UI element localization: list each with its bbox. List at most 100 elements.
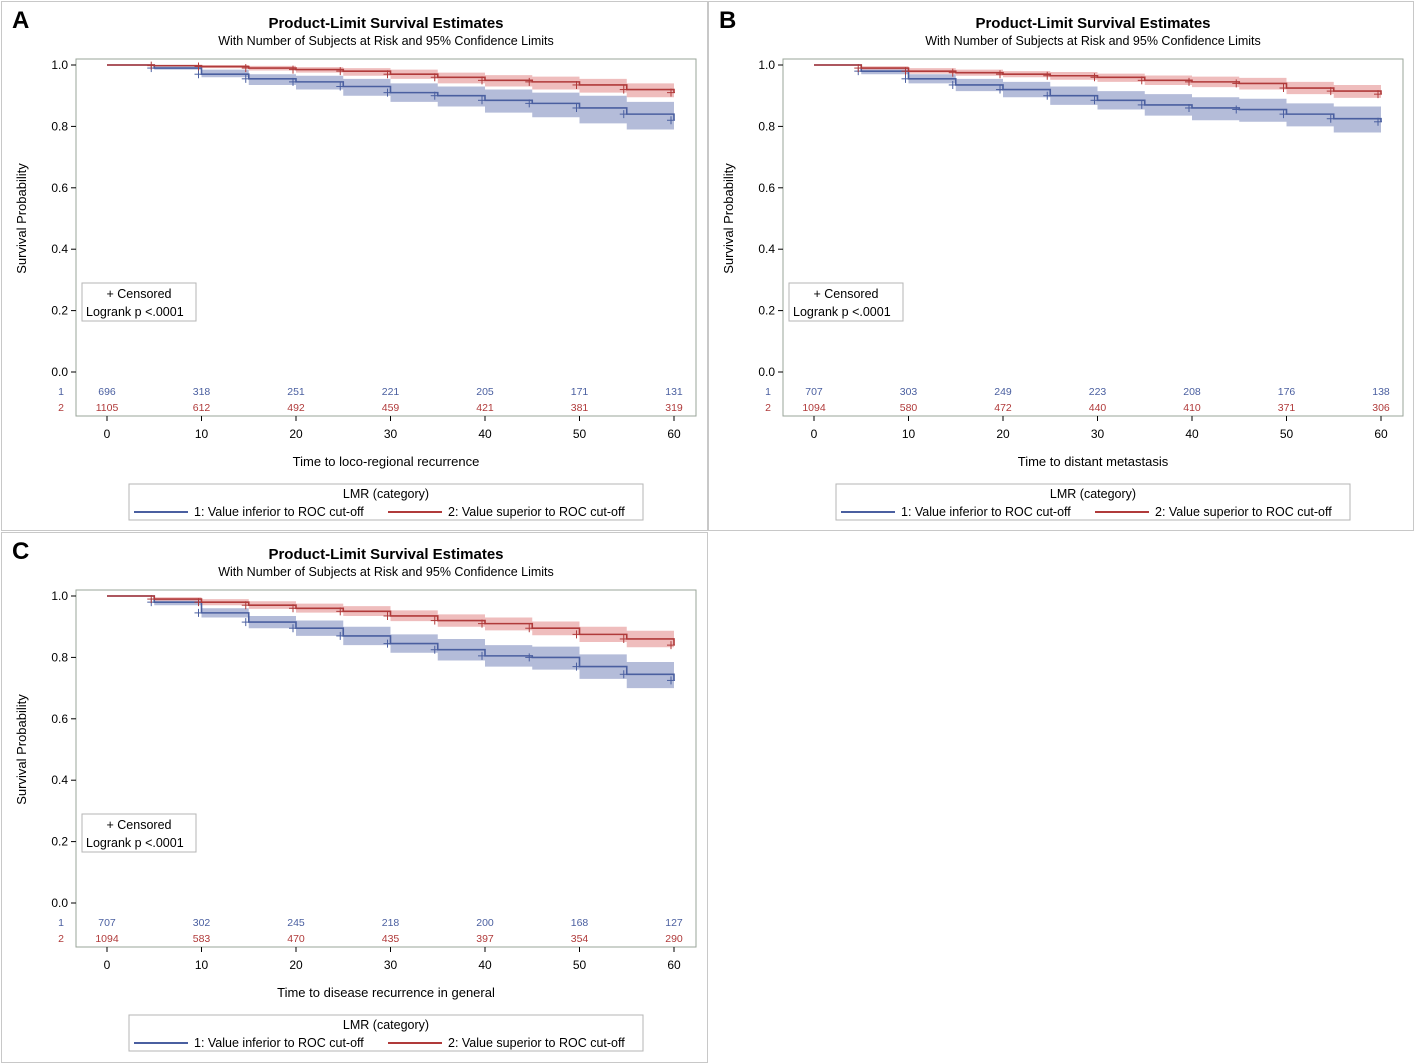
y-tick-label: 0.2 <box>51 835 68 849</box>
censor-mark <box>194 70 203 79</box>
inset-box <box>81 282 197 322</box>
censor-mark <box>1374 90 1382 99</box>
x-tick-label: 0 <box>104 958 111 972</box>
censor-mark <box>619 110 628 119</box>
at-risk-count: 470 <box>287 933 305 945</box>
x-tick-label: 0 <box>104 427 111 441</box>
censor-mark <box>194 62 203 71</box>
y-tick-label: 0.8 <box>51 650 68 664</box>
y-tick-label: 0.6 <box>758 181 775 195</box>
censor-mark <box>383 70 392 79</box>
at-risk-count: 168 <box>571 917 589 929</box>
y-axis-title: Survival Probability <box>14 163 29 274</box>
y-axis-title: Survival Probability <box>721 163 736 274</box>
censor-mark <box>901 67 910 76</box>
censor-mark <box>478 651 486 660</box>
at-risk-count: 138 <box>1372 386 1390 398</box>
at-risk-count: 707 <box>805 386 823 398</box>
censor-mark <box>1185 77 1193 86</box>
at-risk-count: 707 <box>98 917 116 929</box>
censor-mark <box>1232 105 1241 114</box>
at-risk-count: 459 <box>382 402 400 414</box>
x-tick-label: 30 <box>1091 427 1105 441</box>
legend-entry-series-1: 1: Value inferior to ROC cut-off <box>194 505 364 519</box>
at-risk-count: 208 <box>1183 386 1201 398</box>
x-tick-label: 20 <box>289 427 303 441</box>
x-axis-title: Time to distant metastasis <box>1018 454 1169 469</box>
at-risk-count: 131 <box>665 386 683 398</box>
risk-row-label: 1 <box>765 386 771 398</box>
at-risk-count: 1094 <box>802 402 826 414</box>
censor-mark <box>572 630 581 639</box>
censor-mark <box>619 670 628 679</box>
censored-label: + Censored <box>107 818 172 832</box>
censor-mark <box>854 64 863 73</box>
censor-mark <box>525 77 534 86</box>
censor-mark <box>901 74 910 83</box>
y-tick-label: 0.0 <box>51 896 68 910</box>
censor-mark <box>619 85 628 94</box>
censor-mark <box>289 65 297 74</box>
at-risk-count: 1105 <box>96 402 119 414</box>
x-tick-label: 50 <box>573 958 587 972</box>
censor-mark <box>1043 71 1052 80</box>
at-risk-count: 371 <box>1278 402 1296 414</box>
legend-entry-series-1: 1: Value inferior to ROC cut-off <box>901 505 1071 519</box>
x-tick-label: 40 <box>478 958 492 972</box>
censor-mark <box>525 653 534 662</box>
censor-mark <box>996 85 1004 94</box>
censor-mark <box>194 608 203 617</box>
censor-mark <box>1279 110 1288 119</box>
panel-b: B Product-Limit Survival Estimates With Nu… <box>708 1 1414 531</box>
censor-mark <box>241 74 250 83</box>
censor-mark <box>478 96 486 105</box>
at-risk-count: 127 <box>665 917 683 929</box>
legend-title: LMR (category) <box>343 487 429 501</box>
risk-row-label: 1 <box>58 386 64 398</box>
at-risk-count: 306 <box>1372 402 1390 414</box>
censor-mark <box>996 70 1004 79</box>
censor-mark <box>147 595 156 604</box>
at-risk-count: 492 <box>287 402 305 414</box>
y-tick-label: 0.4 <box>51 242 68 256</box>
y-tick-label: 0.8 <box>51 119 68 133</box>
y-tick-label: 1.0 <box>51 58 68 72</box>
censor-mark <box>1090 96 1099 105</box>
censor-mark <box>667 116 675 125</box>
at-risk-count: 580 <box>900 402 918 414</box>
x-tick-label: 50 <box>573 427 587 441</box>
legend-title: LMR (category) <box>343 1018 429 1032</box>
at-risk-count: 223 <box>1089 386 1107 398</box>
legend-title: LMR (category) <box>1050 487 1136 501</box>
at-risk-count: 397 <box>476 933 494 945</box>
x-tick-label: 40 <box>478 427 492 441</box>
y-tick-label: 0.2 <box>758 304 775 318</box>
censor-mark <box>1137 76 1146 85</box>
censor-mark <box>572 662 581 671</box>
confidence-band-series-1 <box>107 65 674 135</box>
at-risk-count: 381 <box>571 402 589 414</box>
x-tick-label: 20 <box>289 958 303 972</box>
y-axis-title: Survival Probability <box>14 694 29 805</box>
censor-mark <box>383 639 392 648</box>
logrank-pvalue: Logrank p <.0001 <box>793 305 891 319</box>
censor-mark <box>572 103 581 112</box>
legend-box <box>835 483 1351 521</box>
risk-row-label: 1 <box>58 917 64 929</box>
at-risk-count: 205 <box>476 386 494 398</box>
y-tick-label: 0.4 <box>51 773 68 787</box>
censor-mark <box>336 67 345 76</box>
y-tick-label: 0.6 <box>51 712 68 726</box>
at-risk-count: 612 <box>193 402 211 414</box>
at-risk-count: 302 <box>193 917 211 929</box>
censor-mark <box>430 616 439 625</box>
y-tick-label: 1.0 <box>51 589 68 603</box>
logrank-pvalue: Logrank p <.0001 <box>86 836 184 850</box>
censor-mark <box>241 601 250 610</box>
inset-box <box>81 813 197 853</box>
at-risk-count: 410 <box>1183 402 1201 414</box>
x-tick-label: 10 <box>902 427 916 441</box>
panel-label: A <box>12 7 29 34</box>
panel-label: B <box>719 7 736 34</box>
at-risk-count: 435 <box>382 933 400 945</box>
